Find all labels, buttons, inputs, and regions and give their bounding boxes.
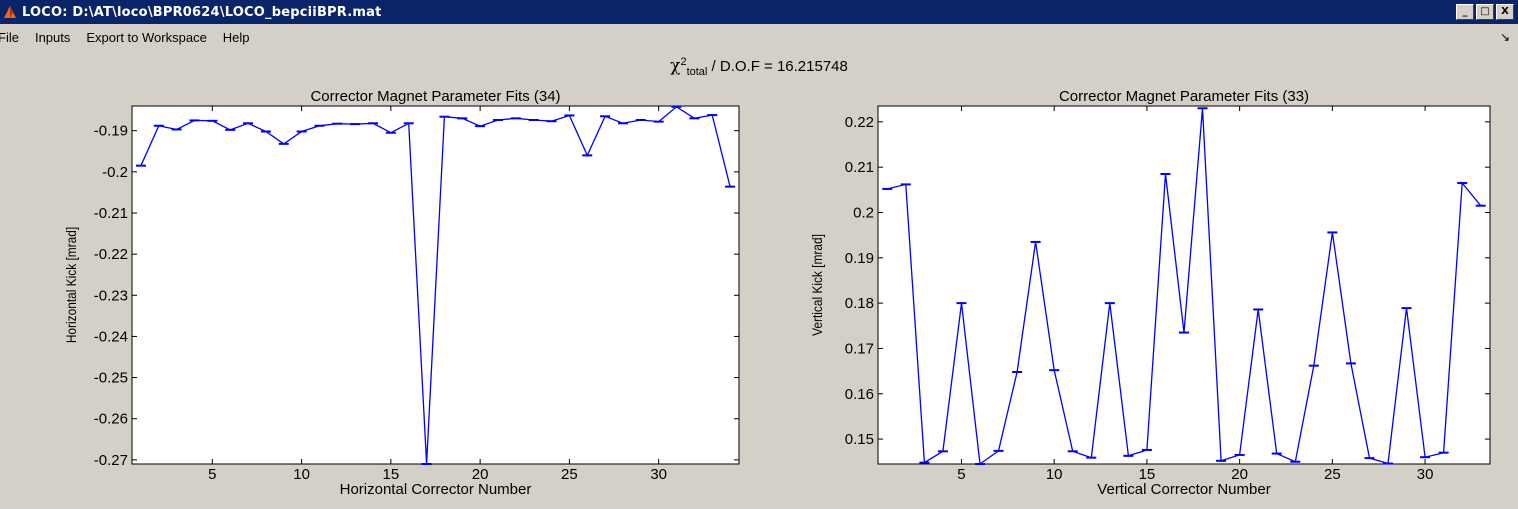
menu-inputs[interactable]: Inputs — [34, 29, 71, 45]
y-tick-label: -0.2 — [102, 164, 128, 181]
data-line — [140, 105, 731, 465]
x-tick-label: 5 — [208, 466, 216, 483]
horizontal-fit-chart: Corrector Magnet Parameter Fits (34) 5 10 1… — [63, 88, 740, 498]
x-tick-label: 30 — [650, 466, 667, 483]
y-tick-label: 0.18 — [845, 295, 874, 312]
y-tick-label: 0.15 — [845, 431, 874, 448]
y-tick-label: -0.23 — [94, 287, 128, 304]
x-tick-label: 10 — [1046, 466, 1063, 483]
title-bar: LOCO: D:\AT\loco\BPR0624\LOCO_bepciiBPR.… — [0, 0, 1518, 24]
y-tick-label: -0.26 — [94, 411, 128, 428]
y-tick-label: 0.16 — [845, 386, 874, 403]
matlab-logo-icon — [4, 6, 16, 18]
vertical-fit-chart: Corrector Magnet Parameter Fits (33) 5 10 1… — [809, 88, 1491, 498]
window-title: LOCO: D:\AT\loco\BPR0624\LOCO_bepciiBPR.… — [22, 4, 382, 20]
y-tick-label: 0.17 — [845, 340, 874, 357]
x-axis-label: Horizontal Corrector Number — [340, 481, 532, 498]
y-tick-label: 0.22 — [845, 114, 874, 131]
y-tick-label: 0.21 — [845, 159, 874, 176]
menu-bar: File Inputs Export to Workspace Help — [0, 24, 1518, 50]
y-tick-label: 0.19 — [845, 250, 874, 267]
menu-help[interactable]: Help — [222, 29, 250, 45]
x-tick-label: 25 — [1324, 466, 1341, 483]
plot-area — [877, 105, 1491, 465]
dock-arrow-icon[interactable]: ↘ — [1499, 30, 1510, 44]
chi-square-label: χ2total / D.O.F = 16.215748 — [0, 56, 1518, 78]
chi-sup: 2 — [680, 56, 687, 68]
maximize-button[interactable]: □ — [1476, 4, 1494, 20]
y-axis-label: Vertical Kick [mrad] — [809, 234, 825, 336]
menu-file[interactable]: File — [0, 29, 19, 45]
x-tick-label: 30 — [1417, 466, 1434, 483]
chart-title: Corrector Magnet Parameter Fits (34) — [310, 88, 560, 105]
chi-symbol: χ — [670, 56, 681, 76]
x-tick-label: 20 — [1231, 466, 1248, 483]
y-tick-label: -0.25 — [94, 370, 128, 387]
y-tick-label: -0.24 — [94, 328, 128, 345]
x-tick-label: 25 — [561, 466, 578, 483]
minimize-button[interactable]: _ — [1456, 4, 1474, 20]
y-tick-label: -0.27 — [94, 452, 128, 469]
y-tick-label: 0.2 — [853, 204, 874, 221]
chi-sub: total — [686, 66, 708, 78]
x-axis-label: Vertical Corrector Number — [1097, 481, 1270, 498]
y-tick-label: -0.21 — [94, 205, 128, 222]
x-tick-label: 5 — [957, 466, 965, 483]
x-tick-label: 15 — [1139, 466, 1156, 483]
x-tick-label: 15 — [383, 466, 400, 483]
menu-export-to-workspace[interactable]: Export to Workspace — [86, 29, 207, 45]
x-tick-label: 10 — [293, 466, 310, 483]
y-tick-label: -0.22 — [94, 246, 128, 263]
x-tick-label: 20 — [472, 466, 489, 483]
chi-value: / D.O.F = 16.215748 — [711, 58, 848, 75]
chart-title: Corrector Magnet Parameter Fits (33) — [1059, 88, 1309, 105]
y-axis-label: Horizontal Kick [mrad] — [63, 227, 79, 343]
y-tick-label: -0.19 — [94, 123, 128, 140]
close-button[interactable]: X — [1496, 4, 1514, 20]
